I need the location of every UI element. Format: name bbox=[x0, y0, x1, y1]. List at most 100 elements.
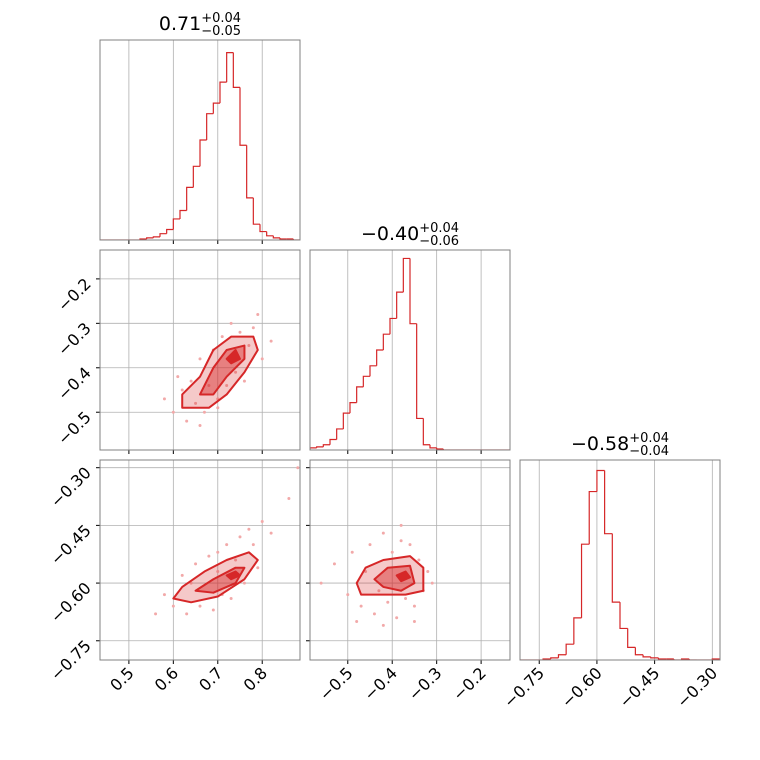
histogram-step bbox=[650, 656, 659, 659]
histogram-step bbox=[272, 235, 280, 239]
contour bbox=[225, 570, 241, 581]
x-tick-label: −0.2 bbox=[449, 663, 490, 704]
panel-content bbox=[520, 469, 720, 660]
panel-frame bbox=[309, 249, 511, 451]
x-tick-label: −0.45 bbox=[615, 663, 663, 711]
x-tick-label: −0.75 bbox=[500, 663, 548, 711]
x-tick-label: −0.60 bbox=[558, 663, 606, 711]
sample-point bbox=[368, 543, 372, 547]
y-tick-label: −0.3 bbox=[54, 319, 95, 360]
histogram-step bbox=[159, 233, 167, 237]
histogram-step bbox=[389, 317, 397, 335]
x-tick-label: 0.5 bbox=[106, 663, 137, 694]
panel-content bbox=[154, 466, 300, 616]
title-lower: −0.06 bbox=[419, 234, 459, 249]
sample-point bbox=[234, 558, 238, 562]
sample-point bbox=[238, 330, 242, 334]
y-tick-label: −0.30 bbox=[47, 463, 95, 511]
histogram-step bbox=[316, 446, 324, 448]
sample-point bbox=[417, 558, 421, 562]
title-value: −0.40 bbox=[361, 223, 419, 245]
panel-frame bbox=[99, 459, 301, 661]
histogram-step bbox=[596, 469, 605, 492]
histogram-step bbox=[279, 237, 287, 240]
sample-point bbox=[287, 496, 291, 500]
histogram-step bbox=[573, 617, 582, 645]
histogram-step bbox=[266, 231, 274, 237]
sample-point bbox=[412, 604, 416, 608]
sample-point bbox=[332, 562, 336, 566]
sample-point bbox=[198, 424, 202, 428]
sample-point bbox=[211, 608, 215, 612]
sample-point bbox=[229, 321, 233, 325]
sample-point bbox=[408, 543, 412, 547]
sample-point bbox=[372, 612, 376, 616]
histogram-step bbox=[673, 658, 682, 660]
title-upper: +0.04 bbox=[419, 221, 459, 236]
sample-point bbox=[225, 384, 229, 388]
sample-point bbox=[242, 379, 246, 383]
histogram-step bbox=[292, 238, 300, 240]
histogram-step bbox=[422, 418, 430, 446]
title-value: 0.71 bbox=[159, 13, 201, 35]
x-tick-label: 0.7 bbox=[195, 663, 226, 694]
histogram-step bbox=[232, 52, 240, 88]
sample-point bbox=[251, 543, 255, 547]
histogram-step bbox=[219, 81, 227, 104]
sample-point bbox=[247, 344, 251, 348]
histogram-step bbox=[356, 386, 364, 403]
histogram-step bbox=[226, 52, 234, 83]
sample-point bbox=[238, 535, 242, 539]
x-tick-label: 0.6 bbox=[151, 663, 182, 694]
histogram-step bbox=[611, 533, 620, 603]
histogram-step bbox=[565, 643, 574, 655]
sample-point bbox=[260, 520, 264, 524]
x-tick-label: −0.5 bbox=[316, 663, 357, 704]
histogram-step bbox=[179, 209, 187, 219]
title-upper: +0.04 bbox=[201, 11, 241, 26]
sample-point bbox=[154, 612, 158, 616]
sample-point bbox=[381, 531, 385, 535]
histogram-step bbox=[429, 444, 437, 449]
histogram-step bbox=[246, 145, 254, 199]
histogram-step bbox=[442, 448, 450, 450]
histogram-step bbox=[396, 291, 404, 319]
y-tick-label: −0.75 bbox=[47, 636, 95, 684]
sample-point bbox=[229, 596, 233, 600]
histogram-step bbox=[342, 412, 350, 429]
y-tick-label: −0.5 bbox=[54, 408, 95, 449]
histogram-step bbox=[259, 224, 267, 233]
histogram-step bbox=[212, 102, 220, 114]
panel-content bbox=[319, 523, 434, 627]
sample-point bbox=[162, 397, 166, 401]
sample-point bbox=[225, 543, 229, 547]
histogram-step bbox=[588, 490, 597, 545]
sample-point bbox=[198, 604, 202, 608]
histogram-step bbox=[416, 323, 424, 420]
sample-point bbox=[350, 550, 354, 554]
y-tick-label: −0.45 bbox=[47, 521, 95, 569]
histogram-step bbox=[580, 543, 590, 618]
contour bbox=[225, 349, 241, 365]
histogram-step bbox=[627, 628, 636, 648]
histogram-step bbox=[310, 447, 317, 450]
sample-point bbox=[162, 593, 166, 597]
histogram-step bbox=[199, 139, 207, 167]
sample-point bbox=[390, 550, 394, 554]
sample-point bbox=[269, 339, 273, 343]
histogram-step bbox=[186, 186, 194, 211]
sample-point bbox=[256, 566, 260, 570]
histogram-step bbox=[382, 333, 390, 350]
histogram-step bbox=[166, 228, 174, 234]
histogram-step bbox=[192, 165, 200, 188]
sample-point bbox=[359, 604, 363, 608]
title-lower: −0.05 bbox=[201, 24, 241, 39]
sample-point bbox=[180, 388, 184, 392]
y-tick-label: −0.60 bbox=[47, 578, 95, 626]
x-tick-label: −0.30 bbox=[673, 663, 721, 711]
histogram-step bbox=[252, 197, 260, 225]
y-tick-label: −0.2 bbox=[54, 274, 95, 315]
sample-point bbox=[171, 604, 175, 608]
sample-point bbox=[412, 620, 416, 624]
x-tick-label: −0.4 bbox=[360, 663, 401, 704]
